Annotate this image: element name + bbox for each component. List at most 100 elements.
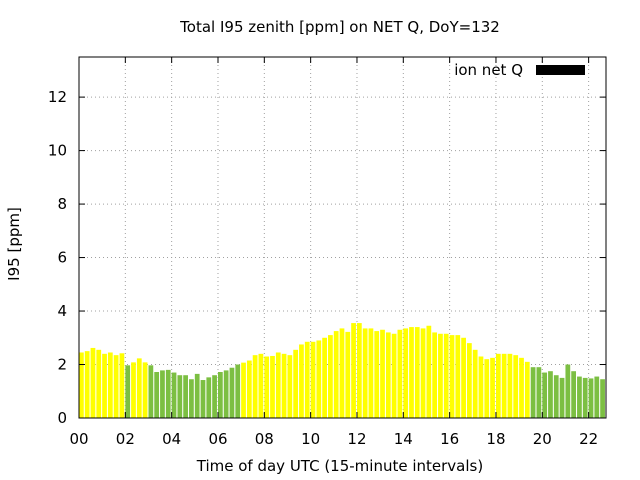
legend-swatch bbox=[536, 65, 585, 75]
legend-label: ion net Q bbox=[454, 61, 523, 79]
x-tick-label: 16 bbox=[440, 430, 459, 448]
legend: ion net Q bbox=[454, 61, 585, 79]
bar bbox=[420, 328, 426, 418]
bar bbox=[356, 323, 362, 418]
bar bbox=[107, 352, 113, 418]
bar bbox=[443, 333, 449, 418]
bar bbox=[206, 377, 212, 418]
bar bbox=[467, 343, 472, 418]
bar bbox=[90, 347, 96, 418]
bar bbox=[513, 355, 519, 418]
bar bbox=[391, 333, 397, 418]
bar bbox=[189, 379, 194, 418]
bar bbox=[449, 335, 455, 418]
x-axis-label: Time of day UTC (15-minute intervals) bbox=[196, 457, 483, 475]
bar bbox=[403, 328, 409, 418]
bar bbox=[432, 332, 438, 418]
bar bbox=[438, 333, 443, 418]
x-tick-label: 14 bbox=[394, 430, 413, 448]
bar bbox=[461, 337, 466, 418]
bar bbox=[194, 373, 200, 418]
bar bbox=[507, 353, 513, 418]
bar bbox=[397, 329, 403, 418]
bar bbox=[165, 369, 171, 418]
plot-frame bbox=[78, 56, 607, 419]
bar bbox=[304, 341, 310, 418]
bar bbox=[154, 372, 160, 418]
x-tick-label: 06 bbox=[208, 430, 227, 448]
bar bbox=[333, 331, 339, 418]
y-tick-label: 12 bbox=[48, 88, 67, 106]
bar bbox=[310, 341, 316, 418]
bar bbox=[223, 370, 229, 418]
bar bbox=[217, 372, 223, 418]
x-tick-label: 10 bbox=[301, 430, 320, 448]
bar bbox=[600, 379, 605, 418]
bar bbox=[588, 378, 594, 418]
bar bbox=[316, 340, 322, 418]
bar bbox=[328, 335, 333, 418]
bar bbox=[478, 356, 484, 418]
bar bbox=[577, 376, 582, 418]
bar bbox=[200, 380, 206, 418]
bar bbox=[414, 327, 420, 418]
bar bbox=[299, 344, 304, 418]
y-tick-label: 4 bbox=[57, 302, 67, 320]
bar bbox=[548, 371, 553, 418]
bar bbox=[559, 377, 565, 418]
bar bbox=[565, 364, 571, 418]
bar bbox=[79, 352, 84, 418]
bar bbox=[241, 362, 246, 418]
axis-ticks bbox=[78, 57, 606, 419]
bar bbox=[96, 349, 102, 418]
bar bbox=[542, 372, 548, 418]
bar bbox=[212, 375, 217, 418]
bar bbox=[84, 351, 90, 418]
bar bbox=[136, 358, 142, 418]
bar bbox=[530, 367, 536, 418]
bar bbox=[281, 353, 287, 418]
bar bbox=[380, 329, 385, 418]
bar bbox=[490, 357, 495, 418]
x-tick-label: 02 bbox=[116, 430, 135, 448]
bar bbox=[409, 327, 414, 418]
bar bbox=[270, 355, 275, 418]
bar bbox=[160, 370, 165, 418]
bar bbox=[235, 364, 241, 418]
bar bbox=[183, 375, 188, 418]
bar bbox=[536, 367, 542, 418]
bar bbox=[385, 332, 391, 418]
y-tick-label: 8 bbox=[57, 195, 67, 213]
bar bbox=[582, 377, 588, 418]
bars bbox=[79, 323, 605, 418]
bar bbox=[495, 353, 501, 418]
x-tick-label: 18 bbox=[486, 430, 505, 448]
y-tick-label: 2 bbox=[57, 356, 67, 374]
bar bbox=[368, 328, 374, 418]
x-tick-label: 04 bbox=[162, 430, 181, 448]
grid bbox=[79, 57, 606, 418]
bar bbox=[102, 353, 107, 418]
bar bbox=[125, 365, 131, 418]
bar bbox=[177, 375, 183, 418]
bar bbox=[374, 331, 380, 418]
y-tick-label: 0 bbox=[57, 409, 67, 427]
bar bbox=[142, 362, 148, 418]
bar bbox=[246, 360, 252, 418]
bar bbox=[131, 362, 136, 418]
bar bbox=[264, 356, 270, 418]
bar bbox=[472, 349, 478, 418]
x-tick-label: 08 bbox=[255, 430, 274, 448]
bar bbox=[148, 365, 154, 418]
bar bbox=[519, 357, 524, 418]
bar bbox=[484, 359, 490, 418]
bar bbox=[455, 335, 461, 418]
bar bbox=[524, 361, 530, 418]
x-tick-label: 22 bbox=[579, 430, 598, 448]
x-tick-label: 12 bbox=[347, 430, 366, 448]
y-axis-label: I95 [ppm] bbox=[5, 207, 23, 281]
bar bbox=[345, 331, 351, 418]
bar bbox=[594, 376, 600, 418]
